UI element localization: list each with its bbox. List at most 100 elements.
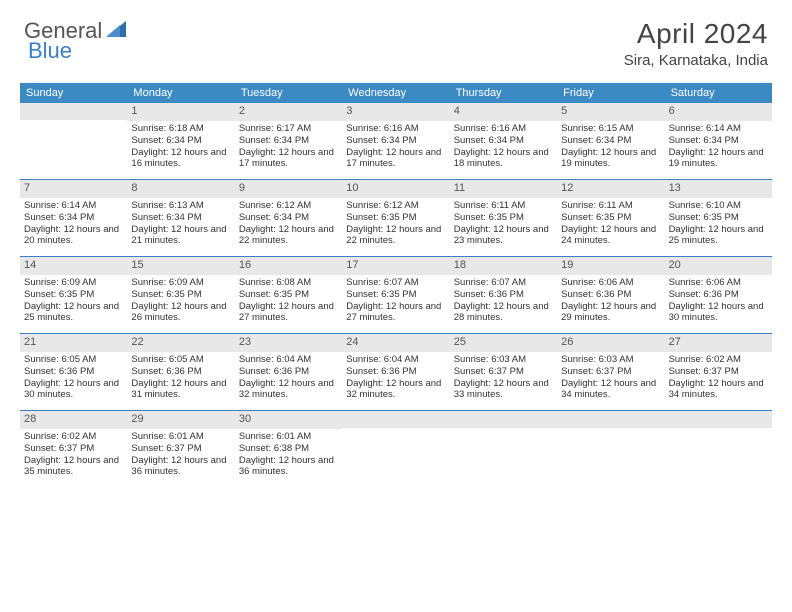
sunrise-text: Sunrise: 6:05 AM	[131, 354, 230, 366]
day-number: 8	[127, 180, 234, 198]
day-cell: 26Sunrise: 6:03 AMSunset: 6:37 PMDayligh…	[557, 334, 664, 410]
day-cell: 29Sunrise: 6:01 AMSunset: 6:37 PMDayligh…	[127, 411, 234, 487]
daylight-text: Daylight: 12 hours and 22 minutes.	[346, 224, 445, 248]
daylight-text: Daylight: 12 hours and 31 minutes.	[131, 378, 230, 402]
daylight-text: Daylight: 12 hours and 33 minutes.	[454, 378, 553, 402]
day-number: 2	[235, 103, 342, 121]
day-cell	[20, 103, 127, 179]
day-cell	[557, 411, 664, 487]
day-cell: 5Sunrise: 6:15 AMSunset: 6:34 PMDaylight…	[557, 103, 664, 179]
daylight-text: Daylight: 12 hours and 26 minutes.	[131, 301, 230, 325]
daylight-text: Daylight: 12 hours and 17 minutes.	[239, 147, 338, 171]
day-number: 7	[20, 180, 127, 198]
day-number: 28	[20, 411, 127, 429]
day-number	[557, 411, 664, 428]
sunrise-text: Sunrise: 6:15 AM	[561, 123, 660, 135]
daylight-text: Daylight: 12 hours and 16 minutes.	[131, 147, 230, 171]
sunrise-text: Sunrise: 6:02 AM	[24, 431, 123, 443]
day-number: 15	[127, 257, 234, 275]
day-cell: 13Sunrise: 6:10 AMSunset: 6:35 PMDayligh…	[665, 180, 772, 256]
daylight-text: Daylight: 12 hours and 30 minutes.	[669, 301, 768, 325]
day-number: 17	[342, 257, 449, 275]
sunset-text: Sunset: 6:36 PM	[131, 366, 230, 378]
day-number: 12	[557, 180, 664, 198]
day-cell: 19Sunrise: 6:06 AMSunset: 6:36 PMDayligh…	[557, 257, 664, 333]
sunset-text: Sunset: 6:35 PM	[24, 289, 123, 301]
daylight-text: Daylight: 12 hours and 30 minutes.	[24, 378, 123, 402]
sunset-text: Sunset: 6:37 PM	[561, 366, 660, 378]
daylight-text: Daylight: 12 hours and 25 minutes.	[24, 301, 123, 325]
weekday-sunday: Sunday	[20, 83, 127, 103]
daylight-text: Daylight: 12 hours and 32 minutes.	[239, 378, 338, 402]
weeks-grid: 1Sunrise: 6:18 AMSunset: 6:34 PMDaylight…	[20, 103, 772, 487]
day-cell: 6Sunrise: 6:14 AMSunset: 6:34 PMDaylight…	[665, 103, 772, 179]
day-number: 11	[450, 180, 557, 198]
header: General April 2024 Sira, Karnataka, Indi…	[0, 0, 792, 77]
daylight-text: Daylight: 12 hours and 27 minutes.	[239, 301, 338, 325]
sunset-text: Sunset: 6:37 PM	[131, 443, 230, 455]
sunrise-text: Sunrise: 6:04 AM	[239, 354, 338, 366]
sunrise-text: Sunrise: 6:02 AM	[669, 354, 768, 366]
day-cell: 21Sunrise: 6:05 AMSunset: 6:36 PMDayligh…	[20, 334, 127, 410]
day-cell: 9Sunrise: 6:12 AMSunset: 6:34 PMDaylight…	[235, 180, 342, 256]
day-number: 13	[665, 180, 772, 198]
day-number: 6	[665, 103, 772, 121]
day-number: 30	[235, 411, 342, 429]
sunset-text: Sunset: 6:35 PM	[669, 212, 768, 224]
day-number: 22	[127, 334, 234, 352]
sunset-text: Sunset: 6:35 PM	[561, 212, 660, 224]
day-cell: 1Sunrise: 6:18 AMSunset: 6:34 PMDaylight…	[127, 103, 234, 179]
day-cell: 7Sunrise: 6:14 AMSunset: 6:34 PMDaylight…	[20, 180, 127, 256]
daylight-text: Daylight: 12 hours and 32 minutes.	[346, 378, 445, 402]
daylight-text: Daylight: 12 hours and 35 minutes.	[24, 455, 123, 479]
day-cell	[450, 411, 557, 487]
day-number: 23	[235, 334, 342, 352]
sunrise-text: Sunrise: 6:18 AM	[131, 123, 230, 135]
daylight-text: Daylight: 12 hours and 22 minutes.	[239, 224, 338, 248]
day-number: 18	[450, 257, 557, 275]
day-number: 16	[235, 257, 342, 275]
day-number: 1	[127, 103, 234, 121]
week-row: 21Sunrise: 6:05 AMSunset: 6:36 PMDayligh…	[20, 334, 772, 411]
sunrise-text: Sunrise: 6:03 AM	[561, 354, 660, 366]
sunrise-text: Sunrise: 6:13 AM	[131, 200, 230, 212]
day-number: 20	[665, 257, 772, 275]
sunset-text: Sunset: 6:37 PM	[454, 366, 553, 378]
sunrise-text: Sunrise: 6:06 AM	[561, 277, 660, 289]
sunset-text: Sunset: 6:36 PM	[239, 366, 338, 378]
daylight-text: Daylight: 12 hours and 21 minutes.	[131, 224, 230, 248]
week-row: 7Sunrise: 6:14 AMSunset: 6:34 PMDaylight…	[20, 180, 772, 257]
sunset-text: Sunset: 6:34 PM	[131, 212, 230, 224]
day-number: 4	[450, 103, 557, 121]
sunrise-text: Sunrise: 6:17 AM	[239, 123, 338, 135]
weekday-header-row: Sunday Monday Tuesday Wednesday Thursday…	[20, 83, 772, 103]
title-block: April 2024 Sira, Karnataka, India	[624, 18, 768, 69]
day-number: 24	[342, 334, 449, 352]
daylight-text: Daylight: 12 hours and 36 minutes.	[131, 455, 230, 479]
sunrise-text: Sunrise: 6:12 AM	[346, 200, 445, 212]
day-cell: 18Sunrise: 6:07 AMSunset: 6:36 PMDayligh…	[450, 257, 557, 333]
daylight-text: Daylight: 12 hours and 34 minutes.	[669, 378, 768, 402]
day-cell: 3Sunrise: 6:16 AMSunset: 6:34 PMDaylight…	[342, 103, 449, 179]
day-cell: 30Sunrise: 6:01 AMSunset: 6:38 PMDayligh…	[235, 411, 342, 487]
sunrise-text: Sunrise: 6:09 AM	[131, 277, 230, 289]
sunset-text: Sunset: 6:34 PM	[346, 135, 445, 147]
day-cell: 2Sunrise: 6:17 AMSunset: 6:34 PMDaylight…	[235, 103, 342, 179]
sunrise-text: Sunrise: 6:10 AM	[669, 200, 768, 212]
logo-text-2: Blue	[28, 38, 72, 63]
sunrise-text: Sunrise: 6:03 AM	[454, 354, 553, 366]
weekday-friday: Friday	[557, 83, 664, 103]
sunset-text: Sunset: 6:36 PM	[454, 289, 553, 301]
week-row: 1 Sunrise: 6:18 AM Sunset: 6:34 PM Daylight…	[20, 103, 772, 180]
daylight-text: Daylight: 12 hours and 28 minutes.	[454, 301, 553, 325]
day-number: 19	[557, 257, 664, 275]
day-number: 3	[342, 103, 449, 121]
sunrise-text: Sunrise: 6:14 AM	[669, 123, 768, 135]
day-number: 9	[235, 180, 342, 198]
weekday-saturday: Saturday	[665, 83, 772, 103]
sunrise-text: Sunrise: 6:07 AM	[346, 277, 445, 289]
day-number	[342, 411, 449, 428]
sunset-text: Sunset: 6:36 PM	[561, 289, 660, 301]
sunrise-text: Sunrise: 6:16 AM	[454, 123, 553, 135]
sunset-text: Sunset: 6:35 PM	[346, 212, 445, 224]
